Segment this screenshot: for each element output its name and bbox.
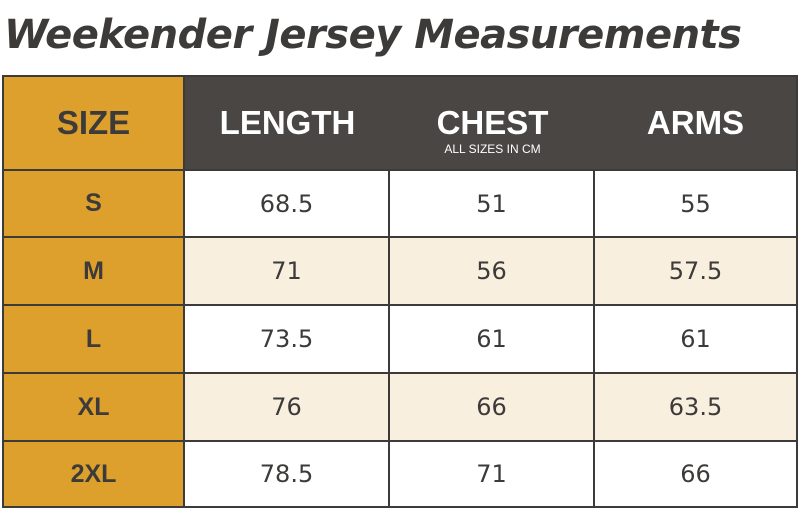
header-size-label: SIZE [56, 104, 131, 141]
header-length: LENGTH [185, 77, 390, 169]
chest-cell: 56 [390, 238, 595, 304]
chest-cell: 51 [390, 171, 595, 236]
table-row: 2XL 78.5 71 66 [4, 440, 796, 506]
length-cell: 73.5 [185, 306, 390, 372]
header-size: SIZE [4, 77, 185, 169]
header-arms-label: ARMS [646, 104, 745, 141]
table-header-row: SIZE LENGTH CHEST ALL SIZES IN CM ARMS [4, 77, 796, 169]
chest-cell: 71 [390, 442, 595, 506]
arms-cell: 55 [595, 171, 796, 236]
table-row: L 73.5 61 61 [4, 304, 796, 372]
page-title: Weekender Jersey Measurements [4, 12, 742, 58]
length-cell: 68.5 [185, 171, 390, 236]
chest-cell: 61 [390, 306, 595, 372]
units-note: ALL SIZES IN CM [444, 142, 541, 156]
header-chest: CHEST ALL SIZES IN CM [390, 77, 595, 169]
arms-cell: 57.5 [595, 238, 796, 304]
header-arms: ARMS [595, 77, 796, 169]
length-cell: 78.5 [185, 442, 390, 506]
size-cell: S [4, 171, 185, 236]
chest-cell: 66 [390, 374, 595, 440]
arms-cell: 63.5 [595, 374, 796, 440]
size-cell: L [4, 306, 185, 372]
size-cell: 2XL [4, 442, 185, 506]
table-row: M 71 56 57.5 [4, 236, 796, 304]
size-cell: M [4, 238, 185, 304]
table-row: XL 76 66 63.5 [4, 372, 796, 440]
arms-cell: 61 [595, 306, 796, 372]
arms-cell: 66 [595, 442, 796, 506]
length-cell: 76 [185, 374, 390, 440]
length-cell: 71 [185, 238, 390, 304]
header-chest-label: CHEST [436, 104, 549, 141]
size-cell: XL [4, 374, 185, 440]
size-chart-table: SIZE LENGTH CHEST ALL SIZES IN CM ARMS S… [2, 75, 798, 508]
table-row: S 68.5 51 55 [4, 169, 796, 236]
header-length-label: LENGTH [219, 104, 356, 141]
